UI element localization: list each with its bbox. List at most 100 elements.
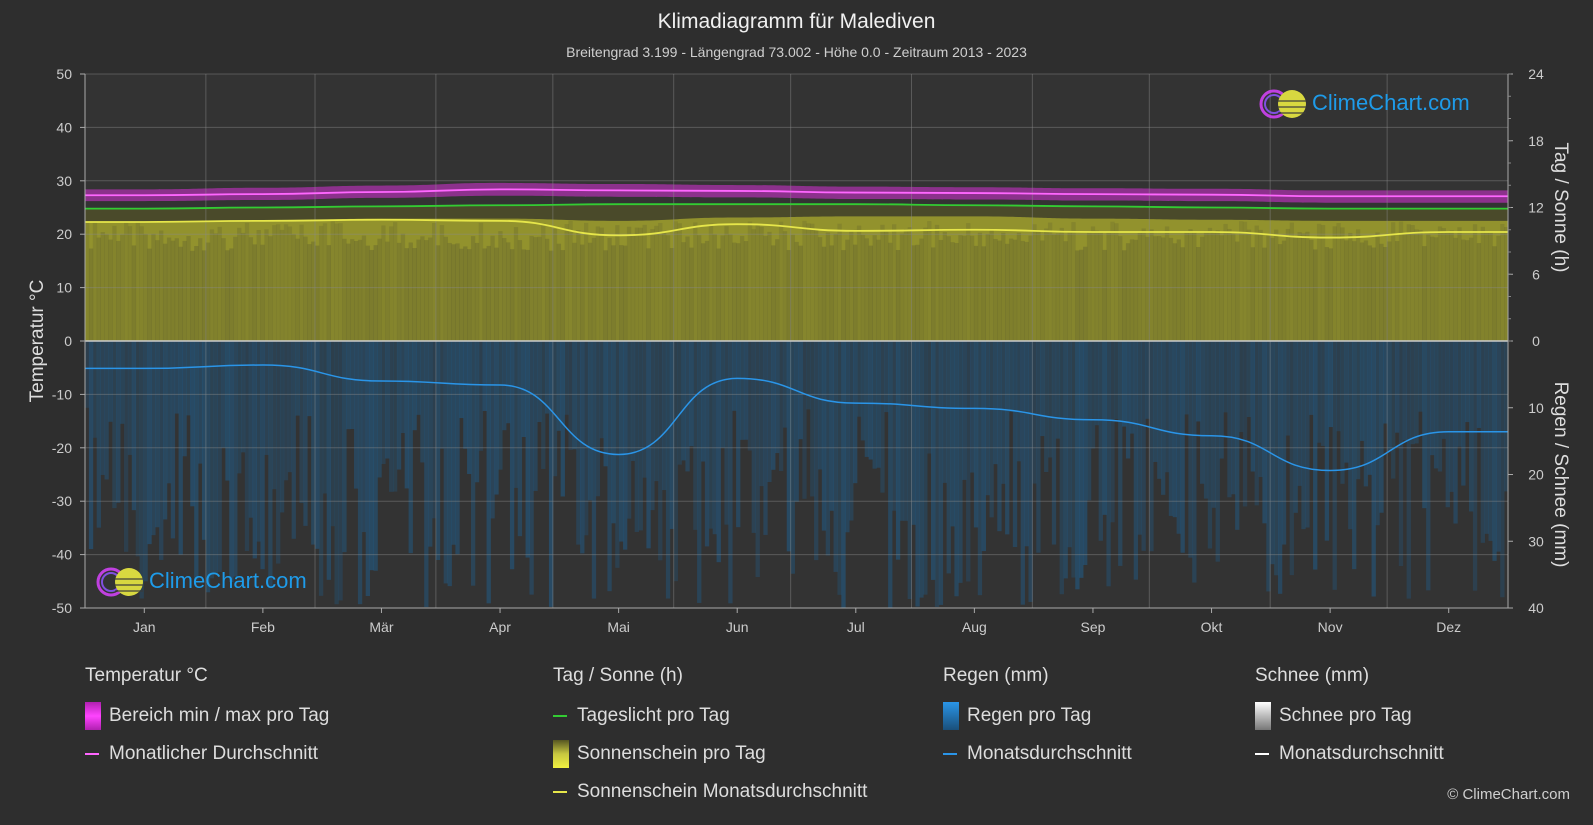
sunshine-day-stripe: [478, 222, 484, 341]
rain-day-stripe: [1309, 341, 1314, 415]
rain-day-stripe: [1102, 341, 1107, 515]
sunshine-day-stripe: [186, 235, 191, 341]
sunshine-day-stripe: [416, 239, 421, 341]
sunshine-day-stripe: [1453, 237, 1458, 341]
rain-day-stripe: [209, 341, 215, 579]
logo-text: ClimeChart.com: [149, 568, 307, 593]
sunshine-day-stripe: [1149, 229, 1154, 341]
sunshine-day-stripe: [724, 226, 729, 341]
rain-day-stripe: [490, 341, 495, 519]
rain-day-stripe: [307, 341, 312, 417]
rain-day-stripe: [486, 341, 491, 604]
sunshine-day-stripe: [1340, 227, 1345, 341]
rain-day-stripe: [498, 341, 503, 470]
rain-day-stripe: [354, 341, 359, 489]
sunshine-day-stripe: [1414, 229, 1419, 341]
sunshine-day-stripe: [591, 237, 597, 341]
tick-label-sun-hours: 12: [1528, 200, 1544, 216]
sunshine-day-stripe: [626, 226, 632, 341]
sunshine-day-stripe: [1133, 239, 1139, 341]
rain-day-stripe: [782, 341, 788, 428]
sunshine-day-stripe: [934, 224, 940, 341]
sunshine-day-stripe: [580, 244, 585, 341]
sunshine-day-stripe: [767, 231, 772, 341]
rain-day-stripe: [654, 341, 659, 482]
rain-day-stripe: [860, 341, 866, 441]
sunshine-day-stripe: [256, 230, 261, 341]
sunshine-day-stripe: [630, 234, 636, 341]
rain-day-stripe: [642, 341, 647, 478]
sunshine-day-stripe: [708, 223, 714, 341]
rain-day-stripe: [786, 341, 792, 552]
sunshine-day-stripe: [697, 235, 702, 341]
rain-day-stripe: [287, 341, 293, 473]
sunshine-day-stripe: [92, 222, 98, 341]
rain-day-stripe: [1418, 341, 1423, 412]
sunshine-day-stripe: [1461, 239, 1466, 341]
tick-label-temperature: 20: [56, 226, 72, 242]
rain-day-stripe: [665, 341, 671, 599]
sunshine-day-stripe: [303, 236, 308, 341]
sunshine-day-stripe: [677, 223, 682, 341]
legend-item-snow-avg: Monatsdurchschnitt: [1255, 742, 1444, 766]
sunshine-day-stripe: [954, 242, 959, 341]
sunshine-day-stripe: [607, 237, 612, 341]
sunshine-day-stripe: [248, 237, 254, 341]
sunshine-day-stripe: [817, 237, 823, 341]
rain-day-stripe: [459, 341, 464, 419]
rain-day-stripe: [712, 341, 717, 535]
rain-day-stripe: [116, 341, 121, 503]
rain-day-stripe: [225, 341, 230, 481]
rain-day-stripe: [389, 341, 394, 492]
rain-day-stripe: [342, 341, 347, 553]
sunshine-day-stripe: [938, 239, 944, 341]
sunshine-day-stripe: [584, 222, 589, 341]
rain-day-stripe: [1461, 341, 1466, 486]
rain-day-stripe: [1180, 341, 1185, 553]
sunshine-day-stripe: [1336, 223, 1341, 341]
sunshine-day-stripe: [747, 221, 753, 341]
sunshine-day-stripe: [833, 233, 838, 341]
logo-top[interactable]: ClimeChart.com: [1258, 87, 1498, 121]
sunshine-day-stripe: [299, 224, 304, 341]
rain-day-stripe: [1200, 341, 1205, 484]
tick-label-rain-mm: 40: [1528, 600, 1544, 616]
sunshine-day-stripe: [1262, 247, 1267, 341]
rain-day-stripe: [1184, 341, 1189, 415]
sunshine-day-stripe: [576, 230, 581, 341]
sunshine-day-stripe: [732, 242, 737, 341]
sunshine-day-stripe: [451, 244, 456, 341]
sunshine-day-stripe: [1200, 236, 1205, 341]
rain-day-stripe: [1391, 341, 1396, 479]
rain-day-stripe: [166, 341, 172, 484]
rain-day-stripe: [716, 341, 721, 563]
rain-day-stripe: [439, 341, 445, 449]
rain-day-stripe: [1083, 341, 1088, 566]
rain-day-stripe: [357, 341, 363, 605]
sunshine-day-stripe: [155, 240, 160, 341]
sunshine-day-stripe: [159, 230, 164, 341]
rain-day-stripe: [233, 341, 238, 577]
sunshine-day-stripe: [334, 223, 339, 341]
sunshine-day-stripe: [985, 234, 990, 341]
sunshine-day-stripe: [346, 243, 351, 341]
sunshine-day-stripe: [447, 242, 452, 341]
sunshine-day-stripe: [595, 226, 601, 341]
rain-day-stripe: [1457, 341, 1462, 447]
rain-day-stripe: [147, 341, 152, 545]
daylight-swatch: [553, 715, 567, 717]
rain-day-stripe: [580, 341, 585, 554]
rain-day-stripe: [1005, 341, 1010, 535]
rain-day-stripe: [1086, 341, 1092, 501]
logo-bottom[interactable]: ClimeChart.com: [95, 565, 335, 599]
rain-day-stripe: [311, 341, 316, 545]
sunshine-day-stripe: [1020, 240, 1025, 341]
rain-day-stripe: [467, 341, 472, 474]
rain-day-stripe: [1238, 341, 1244, 433]
sunshine-day-stripe: [646, 248, 651, 341]
sunshine-day-stripe: [775, 239, 780, 341]
rain-day-stripe: [919, 341, 924, 598]
sunshine-day-stripe: [915, 244, 920, 341]
sunshine-day-stripe: [545, 238, 550, 341]
rain-day-stripe: [650, 341, 655, 511]
